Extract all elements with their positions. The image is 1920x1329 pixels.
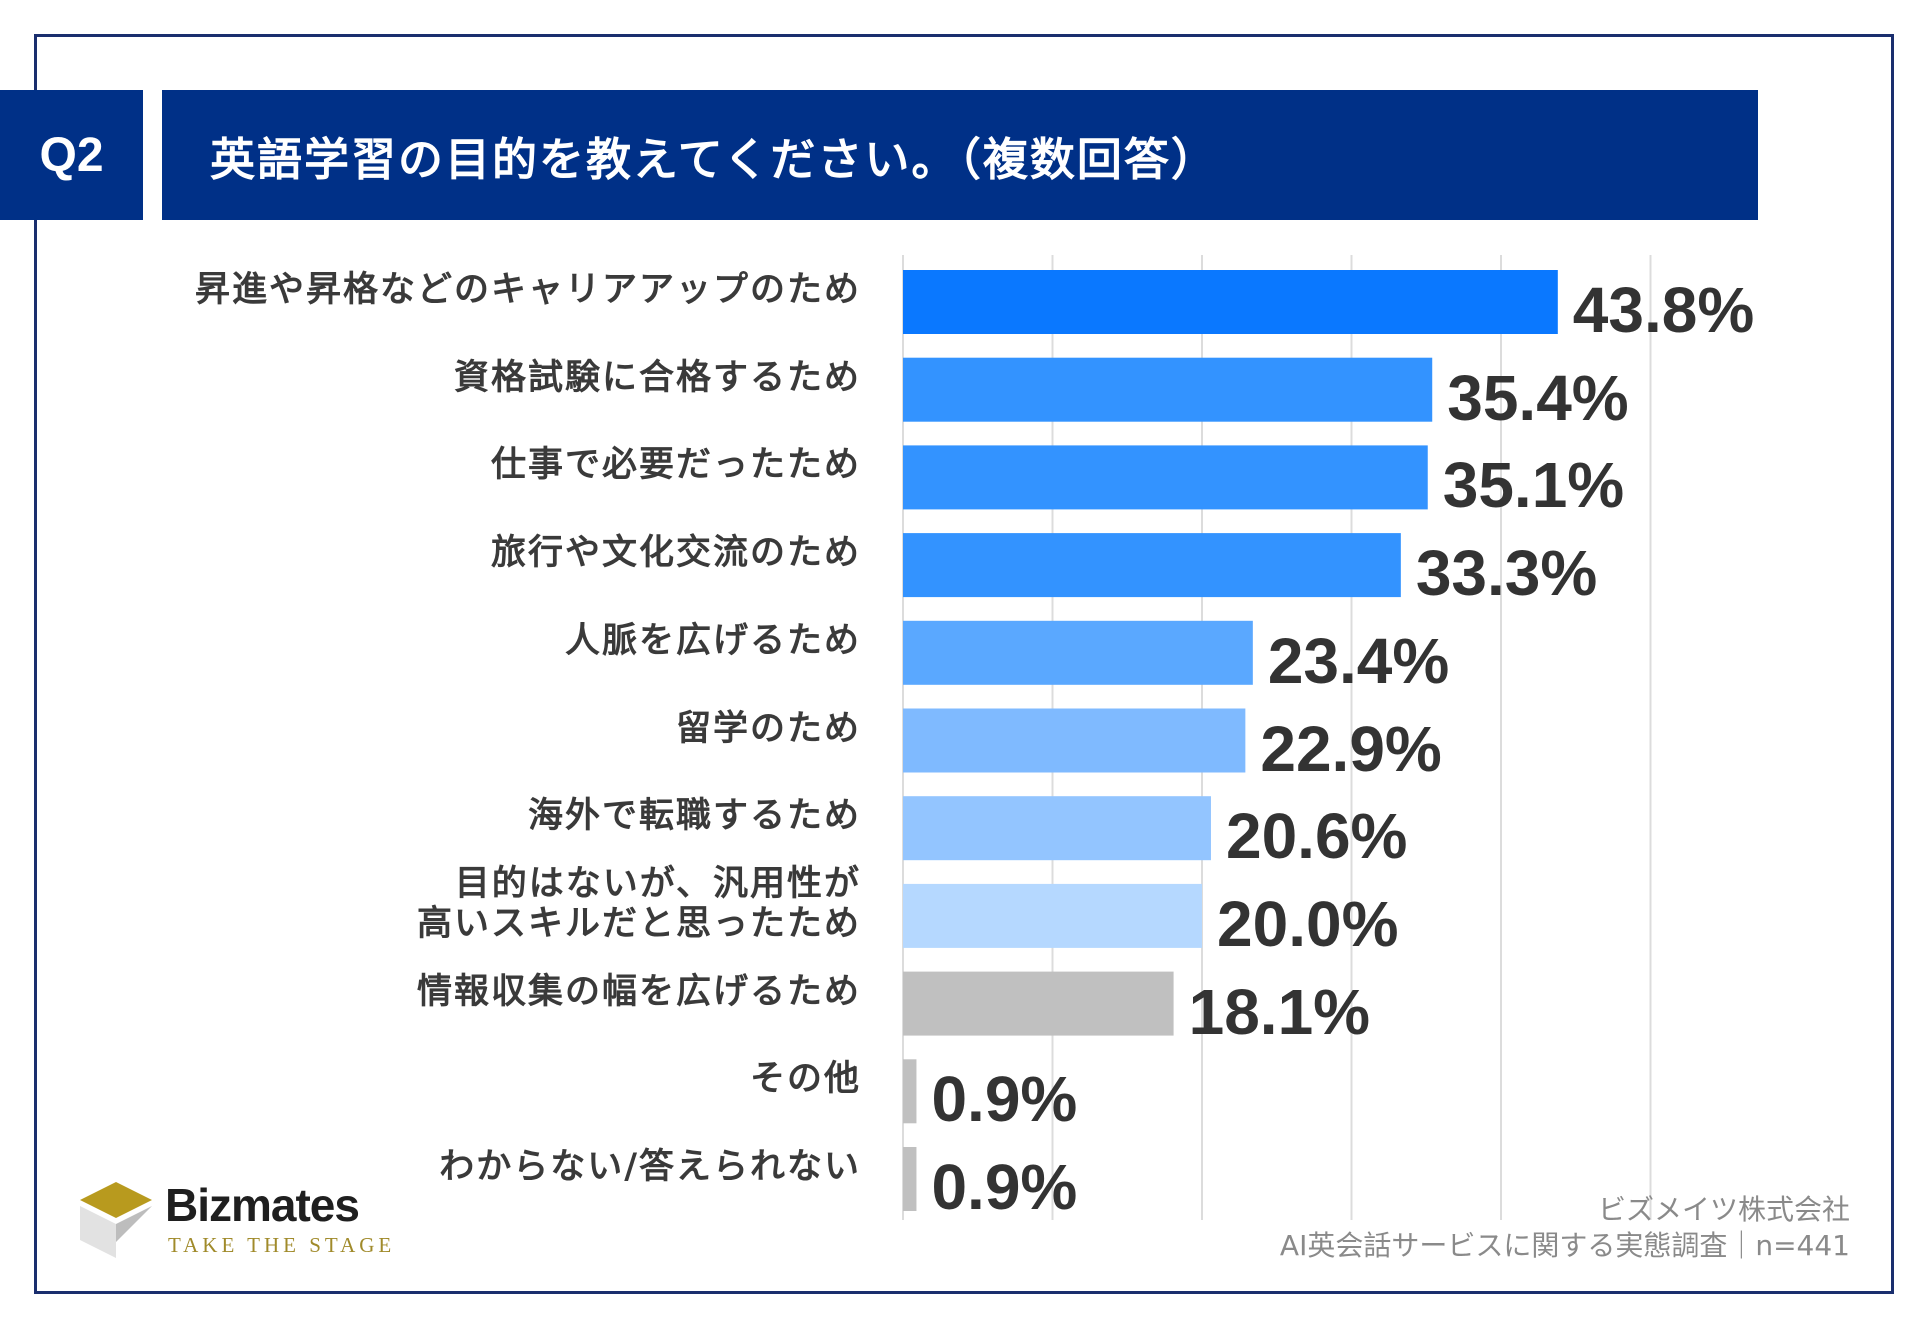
category-label: 昇進や昇格などのキャリアアップのため (194, 270, 861, 310)
bar (903, 1059, 917, 1124)
category-label: 海外で転職するため (527, 796, 861, 837)
category-label: 目的はないが、汎用性が 高いスキルだと思ったため (416, 863, 861, 944)
value-label: 22.9% (1260, 712, 1442, 785)
bizmates-logo-icon (80, 1182, 152, 1258)
category-label: 旅行や文化交流のため (490, 533, 861, 574)
logo-name: Bizmates (165, 1179, 360, 1231)
question-title: 英語学習の目的を教えてください。（複数回答） (162, 90, 1758, 220)
bar (903, 971, 1174, 1036)
source-company: ビズメイツ株式会社 (1597, 1193, 1850, 1226)
category-label: 情報収集の幅を広げるため (416, 971, 861, 1012)
value-label: 20.6% (1225, 800, 1408, 873)
bar (903, 270, 1558, 334)
value-label: 18.1% (1188, 975, 1371, 1048)
value-label: 0.9% (931, 1151, 1078, 1223)
bar (903, 357, 1433, 422)
source-note: ビズメイツ株式会社 AI英会話サービスに関する実態調査｜n=441 (1280, 1192, 1850, 1264)
bar (903, 445, 1428, 510)
bar (903, 620, 1253, 685)
value-label: 0.9% (931, 1063, 1078, 1136)
value-label: 35.1% (1442, 449, 1625, 522)
value-label: 20.0% (1217, 887, 1399, 960)
question-badge: Q2 (0, 90, 143, 220)
value-label: 35.4% (1447, 361, 1629, 434)
value-label: 33.3% (1415, 537, 1598, 610)
bar (903, 708, 1246, 773)
category-label: 資格試験に合格するため (453, 357, 861, 398)
bar (903, 1147, 917, 1211)
bar (903, 796, 1211, 861)
category-label: 仕事で必要だったため (490, 445, 861, 486)
category-label: その他 (749, 1059, 861, 1100)
logo-tagline: TAKE THE STAGE (168, 1233, 396, 1257)
value-label: 23.4% (1267, 624, 1450, 697)
category-label: 留学のため (675, 708, 861, 749)
bar (903, 883, 1202, 948)
source-survey: AI英会話サービスに関する実態調査｜n=441 (1279, 1229, 1850, 1262)
category-label: 人脈を広げるため (564, 620, 861, 661)
category-label: わからない/答えられない (439, 1147, 861, 1187)
bar (903, 533, 1401, 598)
value-label: 43.8% (1572, 274, 1755, 346)
slide-frame (34, 34, 1894, 1294)
